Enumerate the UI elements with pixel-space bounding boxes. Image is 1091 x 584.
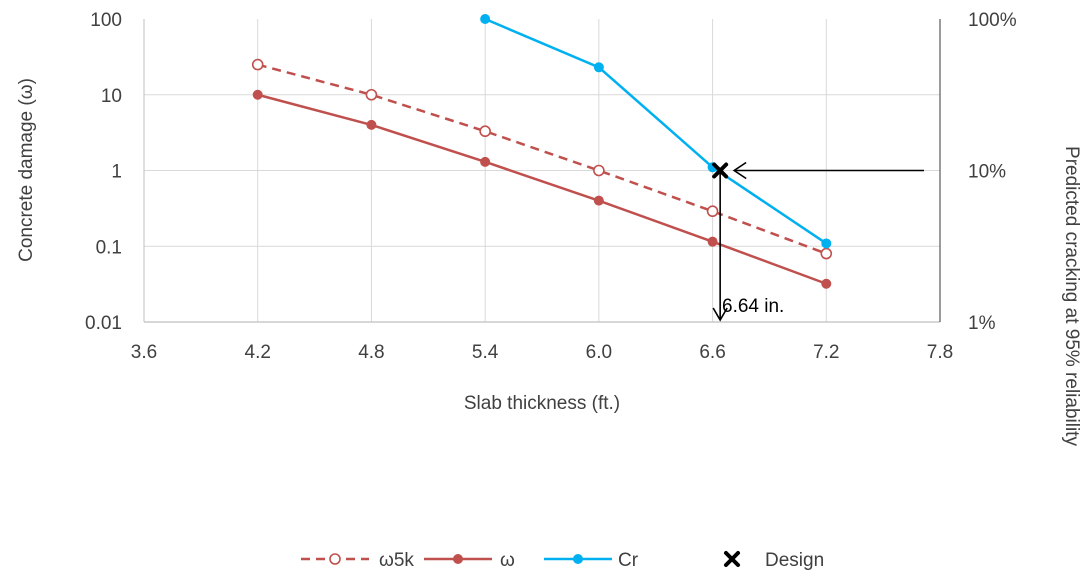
y2-tick-label: 1% <box>968 313 996 334</box>
point-omega <box>707 236 718 247</box>
y-axis-title: Concrete damage (ω) <box>16 78 37 262</box>
x-tick-labels: 3.6 4.2 4.8 5.4 6.0 6.6 7.2 7.8 <box>131 342 953 363</box>
point-cr <box>821 238 832 249</box>
y2-tick-label: 10% <box>968 162 1006 183</box>
y-tick-label: 100 <box>90 10 122 31</box>
legend-marker-omega <box>453 554 463 564</box>
point-omega <box>252 89 263 100</box>
series-line-omega5k <box>257 63 827 255</box>
legend: ω5k ω Cr Design <box>301 550 824 571</box>
annotation-arrowhead-down <box>712 307 728 322</box>
x-tick-label: 6.6 <box>699 342 725 363</box>
x-tick-label: 7.8 <box>927 342 953 363</box>
y-tick-labels: 0.01 0.1 1 10 100 <box>85 10 122 334</box>
marker-layer <box>251 14 833 289</box>
x-tick-label: 6.0 <box>586 342 612 363</box>
legend-item-design: Design <box>724 550 824 571</box>
point-omega5k <box>706 205 719 218</box>
point-omega <box>821 278 832 289</box>
series-line-omega <box>257 93 827 285</box>
y2-tick-label: 100% <box>968 10 1017 31</box>
x-tick-label: 5.4 <box>472 342 499 363</box>
legend-label-cr: Cr <box>618 550 639 571</box>
annotation-arrowhead-left <box>732 161 747 180</box>
point-omega <box>366 119 377 130</box>
y-tick-label: 0.01 <box>85 313 122 334</box>
y-tick-label: 0.1 <box>96 237 122 258</box>
x-tick-label: 4.2 <box>245 342 271 363</box>
legend-label-omega: ω <box>500 550 515 571</box>
annotation-label: 6.64 in. <box>722 296 784 317</box>
y-tick-label: 1 <box>111 162 122 183</box>
y-tick-label: 10 <box>101 86 122 107</box>
point-cr <box>480 14 491 24</box>
point-omega5k <box>479 125 491 138</box>
x-tick-label: 3.6 <box>131 342 157 363</box>
legend-label-design: Design <box>765 550 824 571</box>
legend-item-cr: Cr <box>544 550 639 571</box>
series-layer <box>257 19 827 285</box>
x-tick-label: 7.2 <box>813 342 839 363</box>
legend-item-omega: ω <box>424 550 515 571</box>
point-omega5k <box>365 88 378 101</box>
legend-item-omega5k: ω5k <box>301 550 414 571</box>
series-line-cr <box>484 19 827 245</box>
legend-marker-omega5k <box>329 553 341 565</box>
point-omega5k <box>251 58 264 71</box>
point-omega5k <box>593 164 605 177</box>
axes <box>143 19 941 323</box>
legend-design-marker <box>724 551 740 567</box>
x-tick-label: 4.8 <box>358 342 384 363</box>
point-omega <box>593 195 604 206</box>
x-axis-title: Slab thickness (ft.) <box>464 393 620 414</box>
y2-tick-labels: 1% 10% 100% <box>968 10 1017 334</box>
annotation-layer <box>712 161 924 322</box>
y2-axis-title: Predicted cracking at 95% reliability <box>1061 146 1082 446</box>
point-omega <box>480 156 491 167</box>
point-cr <box>593 62 604 73</box>
legend-marker-cr <box>573 554 583 564</box>
design-x-stroke <box>724 551 740 567</box>
legend-label-omega5k: ω5k <box>379 550 414 571</box>
point-omega5k <box>820 247 833 260</box>
